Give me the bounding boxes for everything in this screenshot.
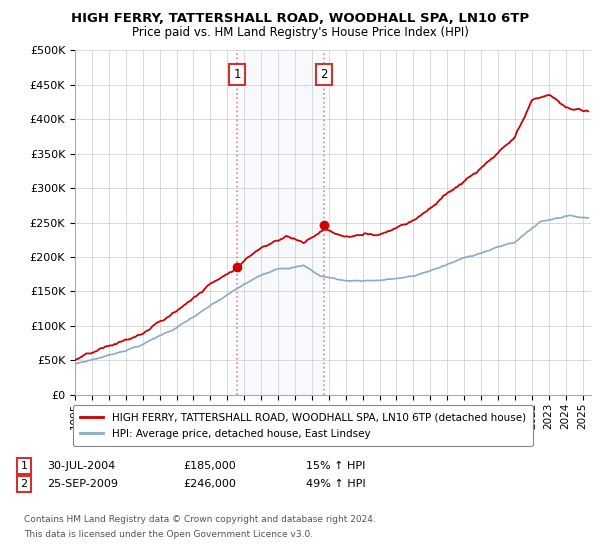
Text: 1: 1 <box>233 68 241 81</box>
Text: £185,000: £185,000 <box>183 461 236 471</box>
Text: 49% ↑ HPI: 49% ↑ HPI <box>306 479 365 489</box>
Text: 1: 1 <box>20 461 28 471</box>
Legend: HIGH FERRY, TATTERSHALL ROAD, WOODHALL SPA, LN10 6TP (detached house), HPI: Aver: HIGH FERRY, TATTERSHALL ROAD, WOODHALL S… <box>73 405 533 446</box>
Bar <box>237 50 324 395</box>
Text: 2: 2 <box>320 68 328 81</box>
Text: 25-SEP-2009: 25-SEP-2009 <box>47 479 118 489</box>
Text: 15% ↑ HPI: 15% ↑ HPI <box>306 461 365 471</box>
Text: 30-JUL-2004: 30-JUL-2004 <box>47 461 115 471</box>
Text: This data is licensed under the Open Government Licence v3.0.: This data is licensed under the Open Gov… <box>24 530 313 539</box>
Text: Price paid vs. HM Land Registry's House Price Index (HPI): Price paid vs. HM Land Registry's House … <box>131 26 469 39</box>
Text: Contains HM Land Registry data © Crown copyright and database right 2024.: Contains HM Land Registry data © Crown c… <box>24 515 376 524</box>
Text: £246,000: £246,000 <box>183 479 236 489</box>
Text: HIGH FERRY, TATTERSHALL ROAD, WOODHALL SPA, LN10 6TP: HIGH FERRY, TATTERSHALL ROAD, WOODHALL S… <box>71 12 529 25</box>
Text: 2: 2 <box>20 479 28 489</box>
